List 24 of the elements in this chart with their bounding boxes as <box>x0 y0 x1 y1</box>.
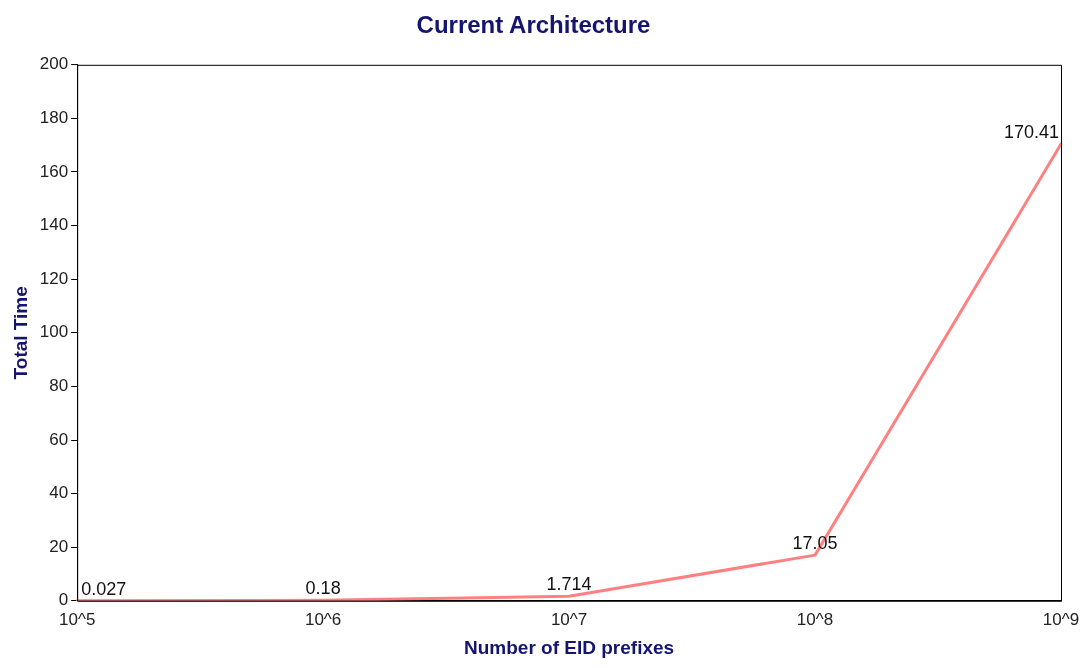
x-tick-label: 10^5 <box>58 609 96 629</box>
x-tick-label: 10^6 <box>304 609 342 629</box>
data-label: 170.41 <box>1003 122 1060 143</box>
x-tick-label: 10^8 <box>796 609 834 629</box>
data-label: 17.05 <box>792 533 838 554</box>
x-tick-label: 10^9 <box>1042 609 1080 629</box>
y-tick-label: 0 <box>58 590 69 610</box>
chart-title: Current Architecture <box>416 11 651 39</box>
y-tick-label: 100 <box>39 322 69 342</box>
y-tick-label: 180 <box>39 108 69 128</box>
y-tick-label: 80 <box>49 376 69 396</box>
y-tick-label: 60 <box>49 429 69 449</box>
y-tick-label: 120 <box>39 268 69 288</box>
y-tick-label: 200 <box>39 54 69 74</box>
x-tick-label: 10^7 <box>550 609 588 629</box>
data-label: 0.027 <box>81 578 127 599</box>
y-tick-label: 160 <box>39 161 69 181</box>
y-tick-label: 140 <box>39 215 69 235</box>
y-tick-label: 40 <box>49 483 69 503</box>
data-label: 0.18 <box>305 578 341 599</box>
y-tick-label: 20 <box>49 536 69 556</box>
x-axis-title: Number of EID prefixes <box>464 636 675 658</box>
data-label: 1.714 <box>546 574 592 595</box>
y-axis-title: Total Time <box>9 286 31 380</box>
